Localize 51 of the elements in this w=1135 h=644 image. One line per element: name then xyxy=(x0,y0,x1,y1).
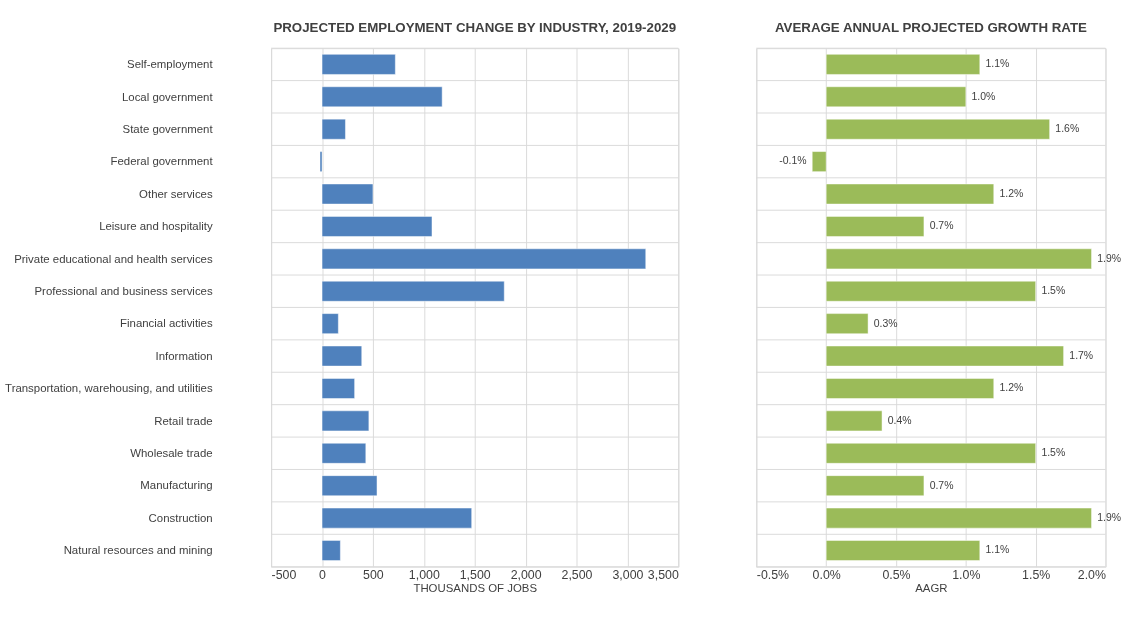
x-tick-label: -500 xyxy=(271,567,297,582)
data-label: 0.4% xyxy=(887,414,912,426)
x-axis-title: THOUSANDS OF JOBS xyxy=(413,581,538,594)
data-label: 1.5% xyxy=(1041,285,1066,297)
x-tick-label: 0.0% xyxy=(812,567,841,582)
y-tick-label: Leisure and hospitality xyxy=(99,220,213,233)
x-tick-label: 1.5% xyxy=(1022,567,1051,582)
y-tick-label: Natural resources and mining xyxy=(63,544,213,557)
chart-title: PROJECTED EMPLOYMENT CHANGE BY INDUSTRY, 2019-2029 xyxy=(273,19,677,35)
data-label: 1.2% xyxy=(999,382,1024,394)
x-tick-label: 0 xyxy=(319,567,327,582)
data-label: 0.7% xyxy=(929,479,954,491)
x-tick-label: 500 xyxy=(363,567,384,582)
x-tick-label: -0.5% xyxy=(756,567,790,582)
data-label: 0.3% xyxy=(873,317,898,329)
y-tick-label: Information xyxy=(155,349,213,362)
x-tick-label: 1,000 xyxy=(408,567,440,582)
x-axis-title: AAGR xyxy=(915,581,948,594)
chart-title: AVERAGE ANNUAL PROJECTED GROWTH RATE xyxy=(774,19,1088,35)
data-label: 1.2% xyxy=(999,187,1024,199)
x-tick-label: 3,000 xyxy=(612,567,644,582)
data-label: 1.7% xyxy=(1069,349,1094,361)
data-label: 1.1% xyxy=(985,544,1010,556)
y-tick-label: Construction xyxy=(148,511,213,524)
x-tick-label: 1.0% xyxy=(952,567,981,582)
x-tick-label: 0.5% xyxy=(882,567,911,582)
x-tick-label: 2,000 xyxy=(510,567,542,582)
y-tick-label: Retail trade xyxy=(154,414,213,427)
data-label: -0.1% xyxy=(779,155,807,167)
y-tick-label: Transportation, warehousing, and utilities xyxy=(5,382,213,395)
y-tick-label: State government xyxy=(122,123,214,136)
data-label: 1.9% xyxy=(1097,511,1122,523)
data-label: 1.9% xyxy=(1097,252,1122,264)
y-tick-label: Self-employment xyxy=(127,58,214,71)
data-label: 0.7% xyxy=(929,220,954,232)
y-tick-label: Private educational and health services xyxy=(14,252,213,265)
y-tick-label: Federal government xyxy=(110,155,214,168)
x-tick-label: 1,500 xyxy=(459,567,491,582)
data-label: 1.0% xyxy=(971,90,996,102)
x-tick-label: 3,500 xyxy=(647,567,679,582)
data-label: 1.6% xyxy=(1055,123,1080,135)
y-tick-label: Other services xyxy=(139,187,213,200)
y-tick-label: Local government xyxy=(121,90,214,103)
y-tick-label: Financial activities xyxy=(120,317,213,330)
data-label: 1.1% xyxy=(985,58,1010,70)
x-tick-label: 2.0% xyxy=(1077,567,1106,582)
y-tick-label: Professional and business services xyxy=(34,285,213,298)
x-tick-label: 2,500 xyxy=(561,567,593,582)
y-tick-label: Manufacturing xyxy=(140,479,213,492)
y-tick-label: Wholesale trade xyxy=(130,447,213,460)
data-label: 1.5% xyxy=(1041,447,1066,459)
